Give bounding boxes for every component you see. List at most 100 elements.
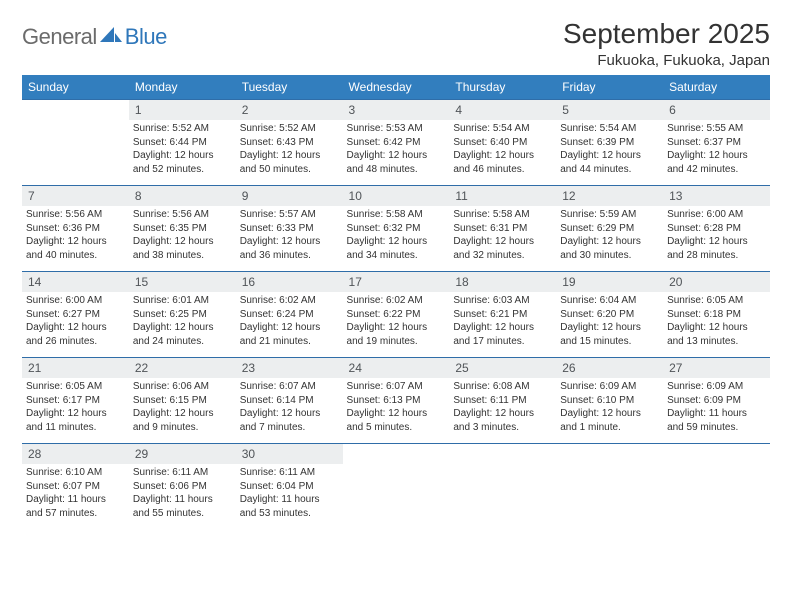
calendar-cell: 11Sunrise: 5:58 AMSunset: 6:31 PMDayligh… (449, 186, 556, 272)
calendar-week-row: 21Sunrise: 6:05 AMSunset: 6:17 PMDayligh… (22, 358, 770, 444)
day-line: Sunset: 6:14 PM (240, 394, 339, 408)
day-body: Sunrise: 6:03 AMSunset: 6:21 PMDaylight:… (449, 292, 556, 352)
calendar-cell: 3Sunrise: 5:53 AMSunset: 6:42 PMDaylight… (343, 100, 450, 186)
calendar-cell: 24Sunrise: 6:07 AMSunset: 6:13 PMDayligh… (343, 358, 450, 444)
day-body: Sunrise: 6:09 AMSunset: 6:10 PMDaylight:… (556, 378, 663, 438)
calendar-cell: 8Sunrise: 5:56 AMSunset: 6:35 PMDaylight… (129, 186, 236, 272)
day-line: Sunrise: 6:09 AM (560, 380, 659, 394)
calendar-cell: 15Sunrise: 6:01 AMSunset: 6:25 PMDayligh… (129, 272, 236, 358)
day-line: Sunset: 6:06 PM (133, 480, 232, 494)
day-line: Daylight: 12 hours (347, 321, 446, 335)
day-line: and 30 minutes. (560, 249, 659, 263)
day-line: Sunset: 6:29 PM (560, 222, 659, 236)
calendar-cell: 17Sunrise: 6:02 AMSunset: 6:22 PMDayligh… (343, 272, 450, 358)
day-number: 30 (236, 444, 343, 464)
day-line: Daylight: 12 hours (453, 235, 552, 249)
day-line: Sunset: 6:35 PM (133, 222, 232, 236)
day-line: Sunset: 6:21 PM (453, 308, 552, 322)
day-line: Daylight: 12 hours (560, 407, 659, 421)
day-line: Daylight: 12 hours (347, 149, 446, 163)
calendar-cell: 10Sunrise: 5:58 AMSunset: 6:32 PMDayligh… (343, 186, 450, 272)
day-body: Sunrise: 5:54 AMSunset: 6:40 PMDaylight:… (449, 120, 556, 180)
day-line: Sunset: 6:09 PM (667, 394, 766, 408)
day-line: and 38 minutes. (133, 249, 232, 263)
month-title: September 2025 (563, 18, 770, 50)
day-line: and 34 minutes. (347, 249, 446, 263)
day-body: Sunrise: 6:05 AMSunset: 6:18 PMDaylight:… (663, 292, 770, 352)
day-body: Sunrise: 6:09 AMSunset: 6:09 PMDaylight:… (663, 378, 770, 438)
day-number: 22 (129, 358, 236, 378)
day-line: Daylight: 12 hours (240, 321, 339, 335)
day-line: Daylight: 12 hours (133, 407, 232, 421)
calendar-cell (449, 444, 556, 530)
day-number: 14 (22, 272, 129, 292)
day-line: Sunset: 6:36 PM (26, 222, 125, 236)
location: Fukuoka, Fukuoka, Japan (563, 52, 770, 69)
day-body: Sunrise: 5:54 AMSunset: 6:39 PMDaylight:… (556, 120, 663, 180)
day-line: Sunrise: 5:58 AM (347, 208, 446, 222)
day-number: 26 (556, 358, 663, 378)
calendar-cell: 14Sunrise: 6:00 AMSunset: 6:27 PMDayligh… (22, 272, 129, 358)
day-line: Sunset: 6:43 PM (240, 136, 339, 150)
day-line: Sunrise: 6:10 AM (26, 466, 125, 480)
day-line: and 26 minutes. (26, 335, 125, 349)
day-line: Sunrise: 6:02 AM (240, 294, 339, 308)
day-body: Sunrise: 5:52 AMSunset: 6:44 PMDaylight:… (129, 120, 236, 180)
day-line: Daylight: 12 hours (133, 235, 232, 249)
day-line: Daylight: 12 hours (667, 235, 766, 249)
header: General Blue September 2025 Fukuoka, Fuk… (22, 18, 770, 69)
day-line: Sunset: 6:44 PM (133, 136, 232, 150)
day-number (663, 444, 770, 464)
day-line: and 53 minutes. (240, 507, 339, 521)
day-line: Sunrise: 5:56 AM (26, 208, 125, 222)
logo-sail-icon (100, 27, 122, 45)
day-line: Sunrise: 6:07 AM (347, 380, 446, 394)
day-header: Thursday (449, 75, 556, 100)
calendar-cell: 18Sunrise: 6:03 AMSunset: 6:21 PMDayligh… (449, 272, 556, 358)
day-line: Sunset: 6:11 PM (453, 394, 552, 408)
calendar-cell: 22Sunrise: 6:06 AMSunset: 6:15 PMDayligh… (129, 358, 236, 444)
day-line: Sunrise: 6:08 AM (453, 380, 552, 394)
day-body: Sunrise: 5:56 AMSunset: 6:35 PMDaylight:… (129, 206, 236, 266)
day-number: 18 (449, 272, 556, 292)
day-number (22, 100, 129, 120)
day-line: Daylight: 12 hours (667, 149, 766, 163)
day-line: and 21 minutes. (240, 335, 339, 349)
day-line: and 42 minutes. (667, 163, 766, 177)
calendar-head: SundayMondayTuesdayWednesdayThursdayFrid… (22, 75, 770, 100)
day-line: Sunset: 6:33 PM (240, 222, 339, 236)
day-line: and 59 minutes. (667, 421, 766, 435)
day-line: Sunset: 6:39 PM (560, 136, 659, 150)
day-body: Sunrise: 6:11 AMSunset: 6:06 PMDaylight:… (129, 464, 236, 524)
calendar-cell: 19Sunrise: 6:04 AMSunset: 6:20 PMDayligh… (556, 272, 663, 358)
calendar-cell: 27Sunrise: 6:09 AMSunset: 6:09 PMDayligh… (663, 358, 770, 444)
calendar-cell: 23Sunrise: 6:07 AMSunset: 6:14 PMDayligh… (236, 358, 343, 444)
day-line: Sunrise: 6:04 AM (560, 294, 659, 308)
day-line: Daylight: 12 hours (26, 407, 125, 421)
day-line: and 3 minutes. (453, 421, 552, 435)
day-line: Sunrise: 5:54 AM (560, 122, 659, 136)
day-line: Sunrise: 5:59 AM (560, 208, 659, 222)
day-line: Sunset: 6:13 PM (347, 394, 446, 408)
day-number: 9 (236, 186, 343, 206)
day-line: Daylight: 12 hours (347, 235, 446, 249)
day-line: and 24 minutes. (133, 335, 232, 349)
day-body: Sunrise: 6:07 AMSunset: 6:14 PMDaylight:… (236, 378, 343, 438)
calendar-cell: 25Sunrise: 6:08 AMSunset: 6:11 PMDayligh… (449, 358, 556, 444)
calendar-cell: 4Sunrise: 5:54 AMSunset: 6:40 PMDaylight… (449, 100, 556, 186)
day-line: and 28 minutes. (667, 249, 766, 263)
day-line: Daylight: 12 hours (453, 321, 552, 335)
day-number (343, 444, 450, 464)
day-line: Sunrise: 5:53 AM (347, 122, 446, 136)
day-line: Sunset: 6:07 PM (26, 480, 125, 494)
day-line: Sunset: 6:22 PM (347, 308, 446, 322)
calendar-week-row: 28Sunrise: 6:10 AMSunset: 6:07 PMDayligh… (22, 444, 770, 530)
calendar-cell: 26Sunrise: 6:09 AMSunset: 6:10 PMDayligh… (556, 358, 663, 444)
day-number: 12 (556, 186, 663, 206)
calendar-cell: 16Sunrise: 6:02 AMSunset: 6:24 PMDayligh… (236, 272, 343, 358)
day-number: 2 (236, 100, 343, 120)
day-line: and 46 minutes. (453, 163, 552, 177)
calendar-cell: 30Sunrise: 6:11 AMSunset: 6:04 PMDayligh… (236, 444, 343, 530)
day-line: and 50 minutes. (240, 163, 339, 177)
day-line: Sunrise: 5:54 AM (453, 122, 552, 136)
